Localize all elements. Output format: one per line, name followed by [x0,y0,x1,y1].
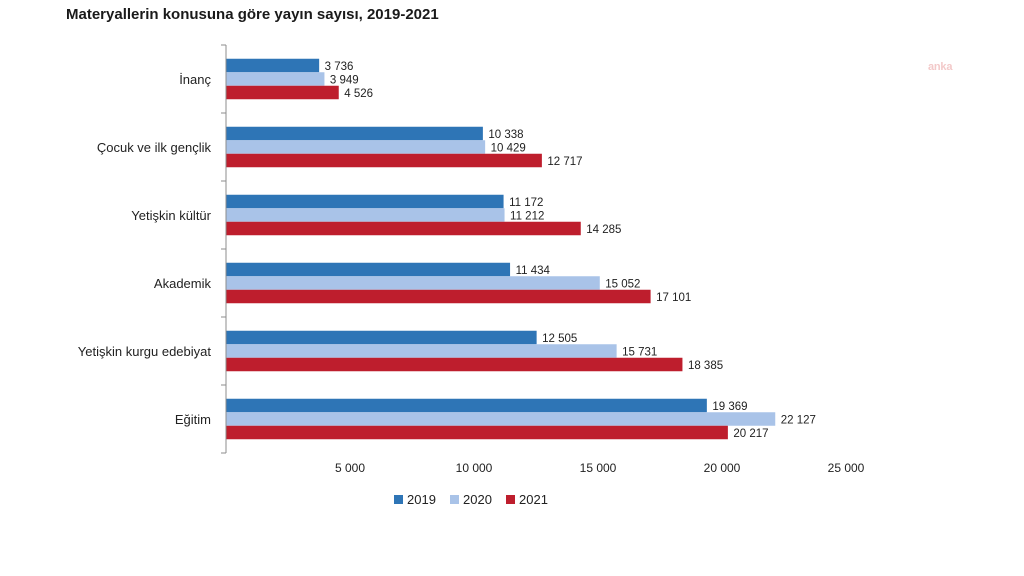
x-tick-label: 20 000 [704,461,741,475]
data-label: 15 052 [605,279,640,291]
data-label: 14 285 [586,224,621,236]
legend-label-2019: 2019 [407,492,436,507]
category-label: Yetişkin kültür [131,208,211,223]
category-label: Yetişkin kurgu edebiyat [78,344,212,359]
x-tick-label: 5 000 [335,461,365,475]
bar-2021 [226,221,581,236]
x-tick-label: 25 000 [828,461,865,475]
data-label: 10 429 [491,143,526,155]
chart-title: Materyallerin konusuna göre yayın sayısı… [66,6,439,23]
bar-2019 [226,330,537,345]
bar-2020 [226,72,325,86]
bar-2020 [226,276,600,290]
data-label: 12 505 [542,333,577,345]
category-label: Akademik [154,276,212,291]
bar-2021 [226,357,683,372]
data-label: 12 717 [547,156,582,168]
data-label: 20 217 [733,428,768,440]
legend-swatch-2019 [394,495,403,504]
legend-swatch-2020 [450,495,459,504]
bar-2020 [226,412,776,426]
bar-2019 [226,126,483,141]
bar-2019 [226,58,320,73]
x-tick-label: 10 000 [456,461,493,475]
category-label: Çocuk ve ilk gençlik [97,140,212,155]
bar-2021 [226,153,542,168]
data-label: 11 172 [509,197,543,209]
data-label: 11 434 [516,265,551,277]
data-label: 11 212 [510,211,544,223]
data-label: 17 101 [656,292,691,304]
bar-2020 [226,140,486,154]
data-label: 19 369 [712,401,747,413]
data-label: 22 127 [781,415,816,427]
bar-2021 [226,85,339,100]
bar-2021 [226,289,651,304]
bar-2019 [226,194,504,209]
data-label: 15 731 [622,347,657,359]
watermark-logo: anka [928,61,953,73]
bar-2021 [226,425,728,440]
category-label: Eğitim [175,412,211,427]
legend-swatch-2021 [506,495,515,504]
bar-2019 [226,262,511,277]
bar-2020 [226,344,617,358]
data-label: 3 949 [330,75,359,87]
legend-label-2020: 2020 [463,492,492,507]
category-label: İnanç [179,72,211,87]
data-label: 3 736 [325,61,354,73]
data-label: 4 526 [344,88,373,100]
data-label: 18 385 [688,360,723,372]
x-tick-label: 15 000 [580,461,617,475]
bar-2020 [226,208,505,222]
bar-2019 [226,398,707,413]
legend-label-2021: 2021 [519,492,548,507]
data-label: 10 338 [488,129,523,141]
